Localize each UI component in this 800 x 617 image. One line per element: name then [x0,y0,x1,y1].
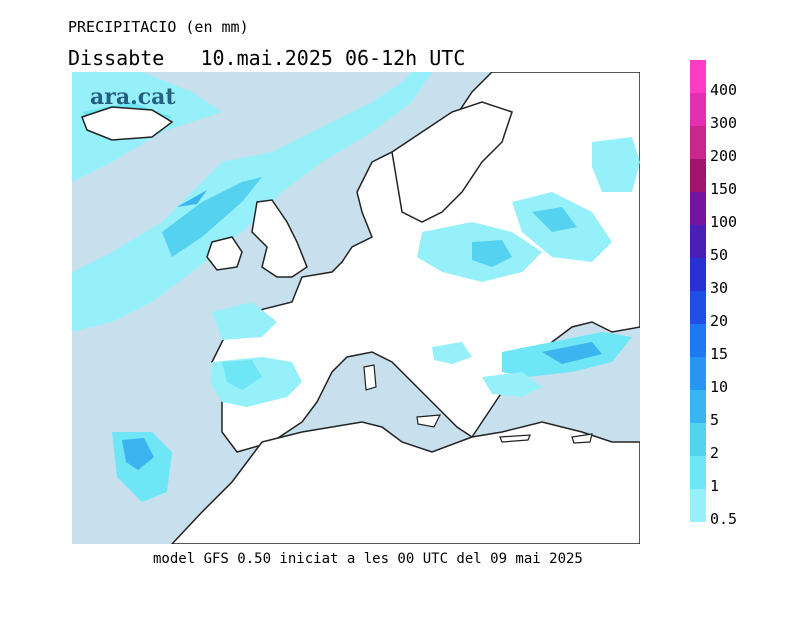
legend-swatch [690,225,706,258]
legend-label: 2 [710,444,720,462]
legend-swatch [690,159,706,192]
legend-swatch [690,126,706,159]
precip-ne-corner [592,137,640,192]
precip-turkey [482,372,542,397]
color-scale [690,60,706,522]
precip-iberia-core [222,360,262,390]
legend-swatch [690,324,706,357]
model-info: model GFS 0.50 iniciat a les 00 UTC del … [153,551,583,567]
legend-label: 100 [710,213,738,231]
legend-label: 1 [710,477,720,495]
precip-france [212,302,277,340]
precip-band-core [162,177,262,257]
land-sicily [416,414,442,428]
legend-label: 400 [710,81,738,99]
land-iceland [81,106,174,141]
legend-label: 15 [710,345,729,363]
land-africa [170,421,640,544]
precip-baltic-core [472,240,512,267]
land-sardinia [363,364,377,391]
legend-label: 300 [710,114,738,132]
legend-swatch [690,93,706,126]
land-crete [499,434,531,443]
legend-swatch [690,489,706,522]
land-cyprus [571,433,593,444]
precip-russia-core [532,207,577,232]
legend-label: 30 [710,279,729,297]
legend-label: 20 [710,312,729,330]
legend-swatch [690,357,706,390]
land-uk [251,199,308,278]
legend-swatch [690,192,706,225]
precip-black-sea-core [542,342,602,364]
land-ireland [206,236,243,271]
legend-label: 200 [710,147,738,165]
precip-balkans [432,342,472,364]
legend-swatch [690,423,706,456]
legend-label: 50 [710,246,729,264]
legend-swatch [690,390,706,423]
legend-swatch [690,60,706,93]
chart-subtitle: Dissabte 10.mai.2025 06-12h UTC [68,46,466,70]
legend-label: 5 [710,411,720,429]
precipitation-map [72,72,640,544]
legend-label: 0.5 [710,510,738,528]
legend-label: 10 [710,378,729,396]
precip-band-atlantic [72,72,432,332]
legend-label: 150 [710,180,738,198]
precip-band-dark [177,190,207,207]
precip-azores-core [122,438,154,470]
legend-swatch [690,258,706,291]
legend-swatch [690,291,706,324]
land-scandinavia [391,101,513,223]
chart-title: PRECIPITACIO (en mm) [68,18,249,36]
legend-swatch [690,456,706,489]
brand-logo: ara.cat [90,84,176,110]
